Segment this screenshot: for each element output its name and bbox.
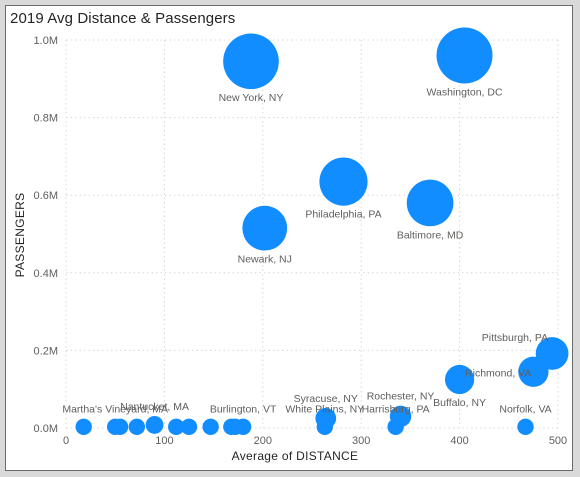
y-tick-label: 0.8M — [34, 113, 58, 125]
bubble[interactable] — [227, 418, 244, 436]
y-tick-label: 0.6M — [34, 190, 58, 202]
x-tick-label: 100 — [155, 435, 173, 447]
bubble[interactable] — [128, 418, 146, 436]
data-label: Nantucket, MA — [120, 401, 189, 413]
bubble[interactable] — [445, 364, 475, 395]
bubble[interactable] — [436, 27, 493, 84]
data-label: Burlington, VT — [210, 404, 277, 416]
bubble[interactable] — [202, 418, 219, 436]
data-label: Rochester, NY — [367, 391, 435, 403]
bubble[interactable] — [319, 157, 368, 206]
data-label: Richmond, VA — [465, 368, 531, 380]
y-tick-label: 0.0M — [34, 423, 58, 435]
data-labels: New York, NY Washington, DC Philadelphia, … — [62, 87, 551, 416]
data-label: Washington, DC — [426, 87, 502, 99]
data-label: New York, NY — [219, 92, 284, 104]
bubble[interactable] — [517, 418, 534, 436]
x-tick-label: 300 — [352, 435, 370, 447]
data-label: Pittsburgh, PA — [482, 332, 548, 344]
chart-visual[interactable] — [5, 5, 573, 471]
chart-title: 2019 Avg Distance & Passengers — [10, 10, 236, 27]
x-tick-label: 400 — [450, 435, 468, 447]
y-tick-label: 0.4M — [34, 268, 58, 280]
bubble[interactable] — [316, 418, 333, 436]
data-label: Philadelphia, PA — [305, 209, 381, 221]
bubble[interactable] — [518, 356, 549, 387]
bubble[interactable] — [75, 418, 92, 436]
bubble[interactable] — [145, 415, 164, 434]
data-label: Buffalo, NY — [433, 397, 486, 409]
data-label: Martha's Vineyard, MA — [62, 404, 168, 416]
x-axis-title: Average of DISTANCE — [232, 449, 359, 463]
bubble[interactable] — [180, 418, 198, 436]
x-axis-ticks: 0 100 200 300 400 500 — [63, 435, 567, 447]
bubble[interactable] — [242, 205, 288, 251]
y-tick-label: 1.0M — [34, 35, 58, 47]
y-axis-title: PASSENGERS — [13, 193, 27, 278]
bubbles — [75, 27, 569, 436]
bubble[interactable] — [168, 418, 185, 436]
data-label: Harrisburg, PA — [362, 404, 430, 416]
bubble[interactable] — [111, 418, 129, 436]
bubble[interactable] — [223, 33, 279, 90]
y-axis-ticks: 0.0M 0.2M 0.4M 0.6M 0.8M 1.0M — [34, 35, 58, 435]
x-tick-label: 0 — [63, 435, 69, 447]
bubble[interactable] — [406, 179, 454, 227]
bubble[interactable] — [387, 418, 404, 436]
data-label: Newark, NJ — [238, 254, 292, 266]
data-label: Norfolk, VA — [499, 404, 551, 416]
data-label: Syracuse, NY — [294, 393, 358, 405]
data-label: Baltimore, MD — [397, 229, 464, 241]
x-tick-label: 500 — [549, 435, 567, 447]
data-label: White Plains, NY — [285, 404, 364, 416]
y-tick-label: 0.2M — [34, 345, 58, 357]
x-tick-label: 200 — [254, 435, 272, 447]
